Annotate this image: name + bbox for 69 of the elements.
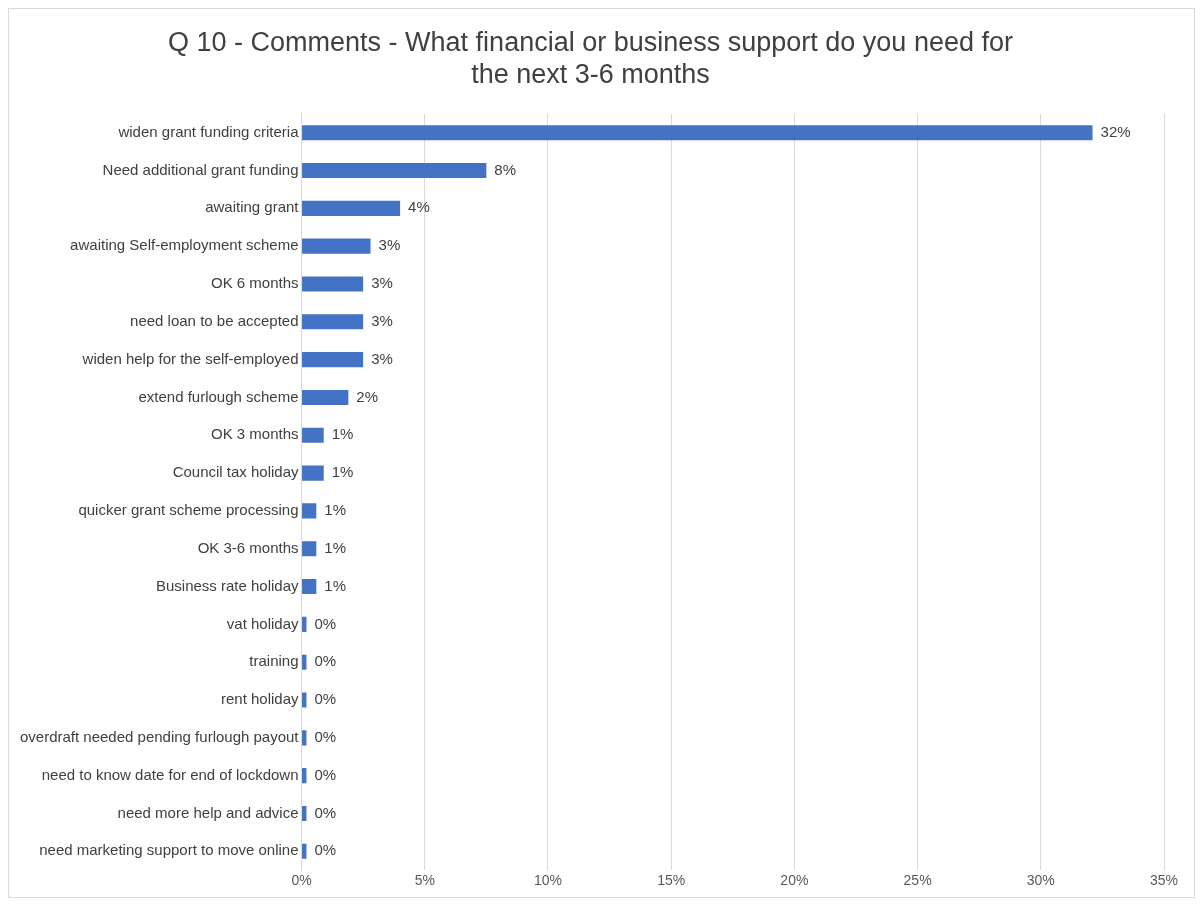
y-tick-label: training bbox=[249, 652, 299, 670]
bar bbox=[302, 503, 317, 519]
data-label: 3% bbox=[371, 349, 393, 367]
y-tick-label: rent holiday bbox=[220, 690, 300, 708]
y-tick-label: need loan to be accepted bbox=[130, 311, 299, 329]
bar bbox=[302, 352, 364, 368]
y-tick-label: Council tax holiday bbox=[172, 463, 300, 481]
y-tick-label: extend furlough scheme bbox=[138, 387, 299, 405]
data-label: 3% bbox=[378, 236, 401, 254]
data-label: 0% bbox=[314, 841, 337, 859]
data-label: 32% bbox=[1100, 122, 1131, 140]
data-label: 3% bbox=[371, 274, 393, 292]
bar bbox=[302, 541, 317, 557]
bar bbox=[302, 692, 307, 708]
y-tick-label: awaiting Self-employment scheme bbox=[70, 236, 299, 254]
bar bbox=[302, 843, 307, 859]
bar bbox=[302, 238, 371, 254]
bar bbox=[302, 162, 487, 179]
x-tick-label: 10% bbox=[533, 872, 562, 889]
y-tick-label: widen help for the self-employed bbox=[81, 349, 299, 367]
y-tick-label: need more help and advice bbox=[117, 803, 299, 821]
y-tick-label: need to know date for end of lockdown bbox=[41, 765, 299, 783]
x-tick-label: 20% bbox=[780, 872, 809, 889]
x-tick-label: 15% bbox=[657, 872, 686, 889]
y-tick-label: OK 6 months bbox=[211, 274, 299, 292]
bar bbox=[302, 389, 349, 406]
bar bbox=[302, 616, 307, 632]
y-tick-label: Need additional grant funding bbox=[102, 160, 299, 178]
data-label: 0% bbox=[314, 652, 337, 670]
y-tick-label: need marketing support to move online bbox=[39, 841, 299, 859]
bar bbox=[302, 314, 364, 330]
bar bbox=[302, 125, 1093, 141]
bar bbox=[302, 768, 307, 784]
data-label: 0% bbox=[314, 765, 337, 783]
y-tick-label: widen grant funding criteria bbox=[117, 122, 300, 140]
y-tick-label: OK 3 months bbox=[211, 425, 299, 443]
bar bbox=[302, 200, 401, 216]
bar bbox=[302, 805, 307, 822]
data-label: 3% bbox=[371, 311, 393, 329]
bar bbox=[302, 578, 317, 595]
y-tick-label: quicker grant scheme processing bbox=[78, 501, 299, 519]
bar bbox=[302, 465, 324, 481]
y-tick-label: awaiting grant bbox=[205, 198, 300, 216]
y-tick-label: overdraft needed pending furlough payout bbox=[19, 727, 300, 745]
data-label: 1% bbox=[324, 576, 347, 594]
x-tick-label: 0% bbox=[291, 872, 312, 889]
data-label: 8% bbox=[494, 160, 517, 178]
bar bbox=[302, 276, 364, 292]
data-label: 1% bbox=[331, 425, 354, 443]
y-tick-label: OK 3-6 months bbox=[197, 538, 299, 556]
bar bbox=[302, 427, 324, 443]
data-label: 0% bbox=[314, 727, 337, 745]
data-label: 4% bbox=[408, 198, 430, 216]
data-label: 2% bbox=[356, 387, 379, 405]
data-label: 1% bbox=[324, 538, 347, 556]
data-label: 0% bbox=[314, 690, 337, 708]
data-label: 0% bbox=[314, 614, 337, 632]
x-tick-label: 30% bbox=[1026, 872, 1055, 889]
y-tick-label: vat holiday bbox=[226, 614, 300, 632]
x-tick-label: 25% bbox=[903, 872, 932, 889]
y-tick-label: Business rate holiday bbox=[155, 576, 300, 594]
data-label: 1% bbox=[324, 501, 347, 519]
chart-title: Q 10 - Comments - What financial or business support do you need for the next 3-6 months bbox=[168, 26, 1013, 90]
x-tick-label: 5% bbox=[414, 872, 435, 889]
x-tick-label: 35% bbox=[1149, 872, 1179, 889]
data-label: 0% bbox=[314, 803, 337, 821]
bar bbox=[302, 654, 307, 670]
data-label: 1% bbox=[331, 463, 354, 481]
bar bbox=[302, 730, 307, 746]
